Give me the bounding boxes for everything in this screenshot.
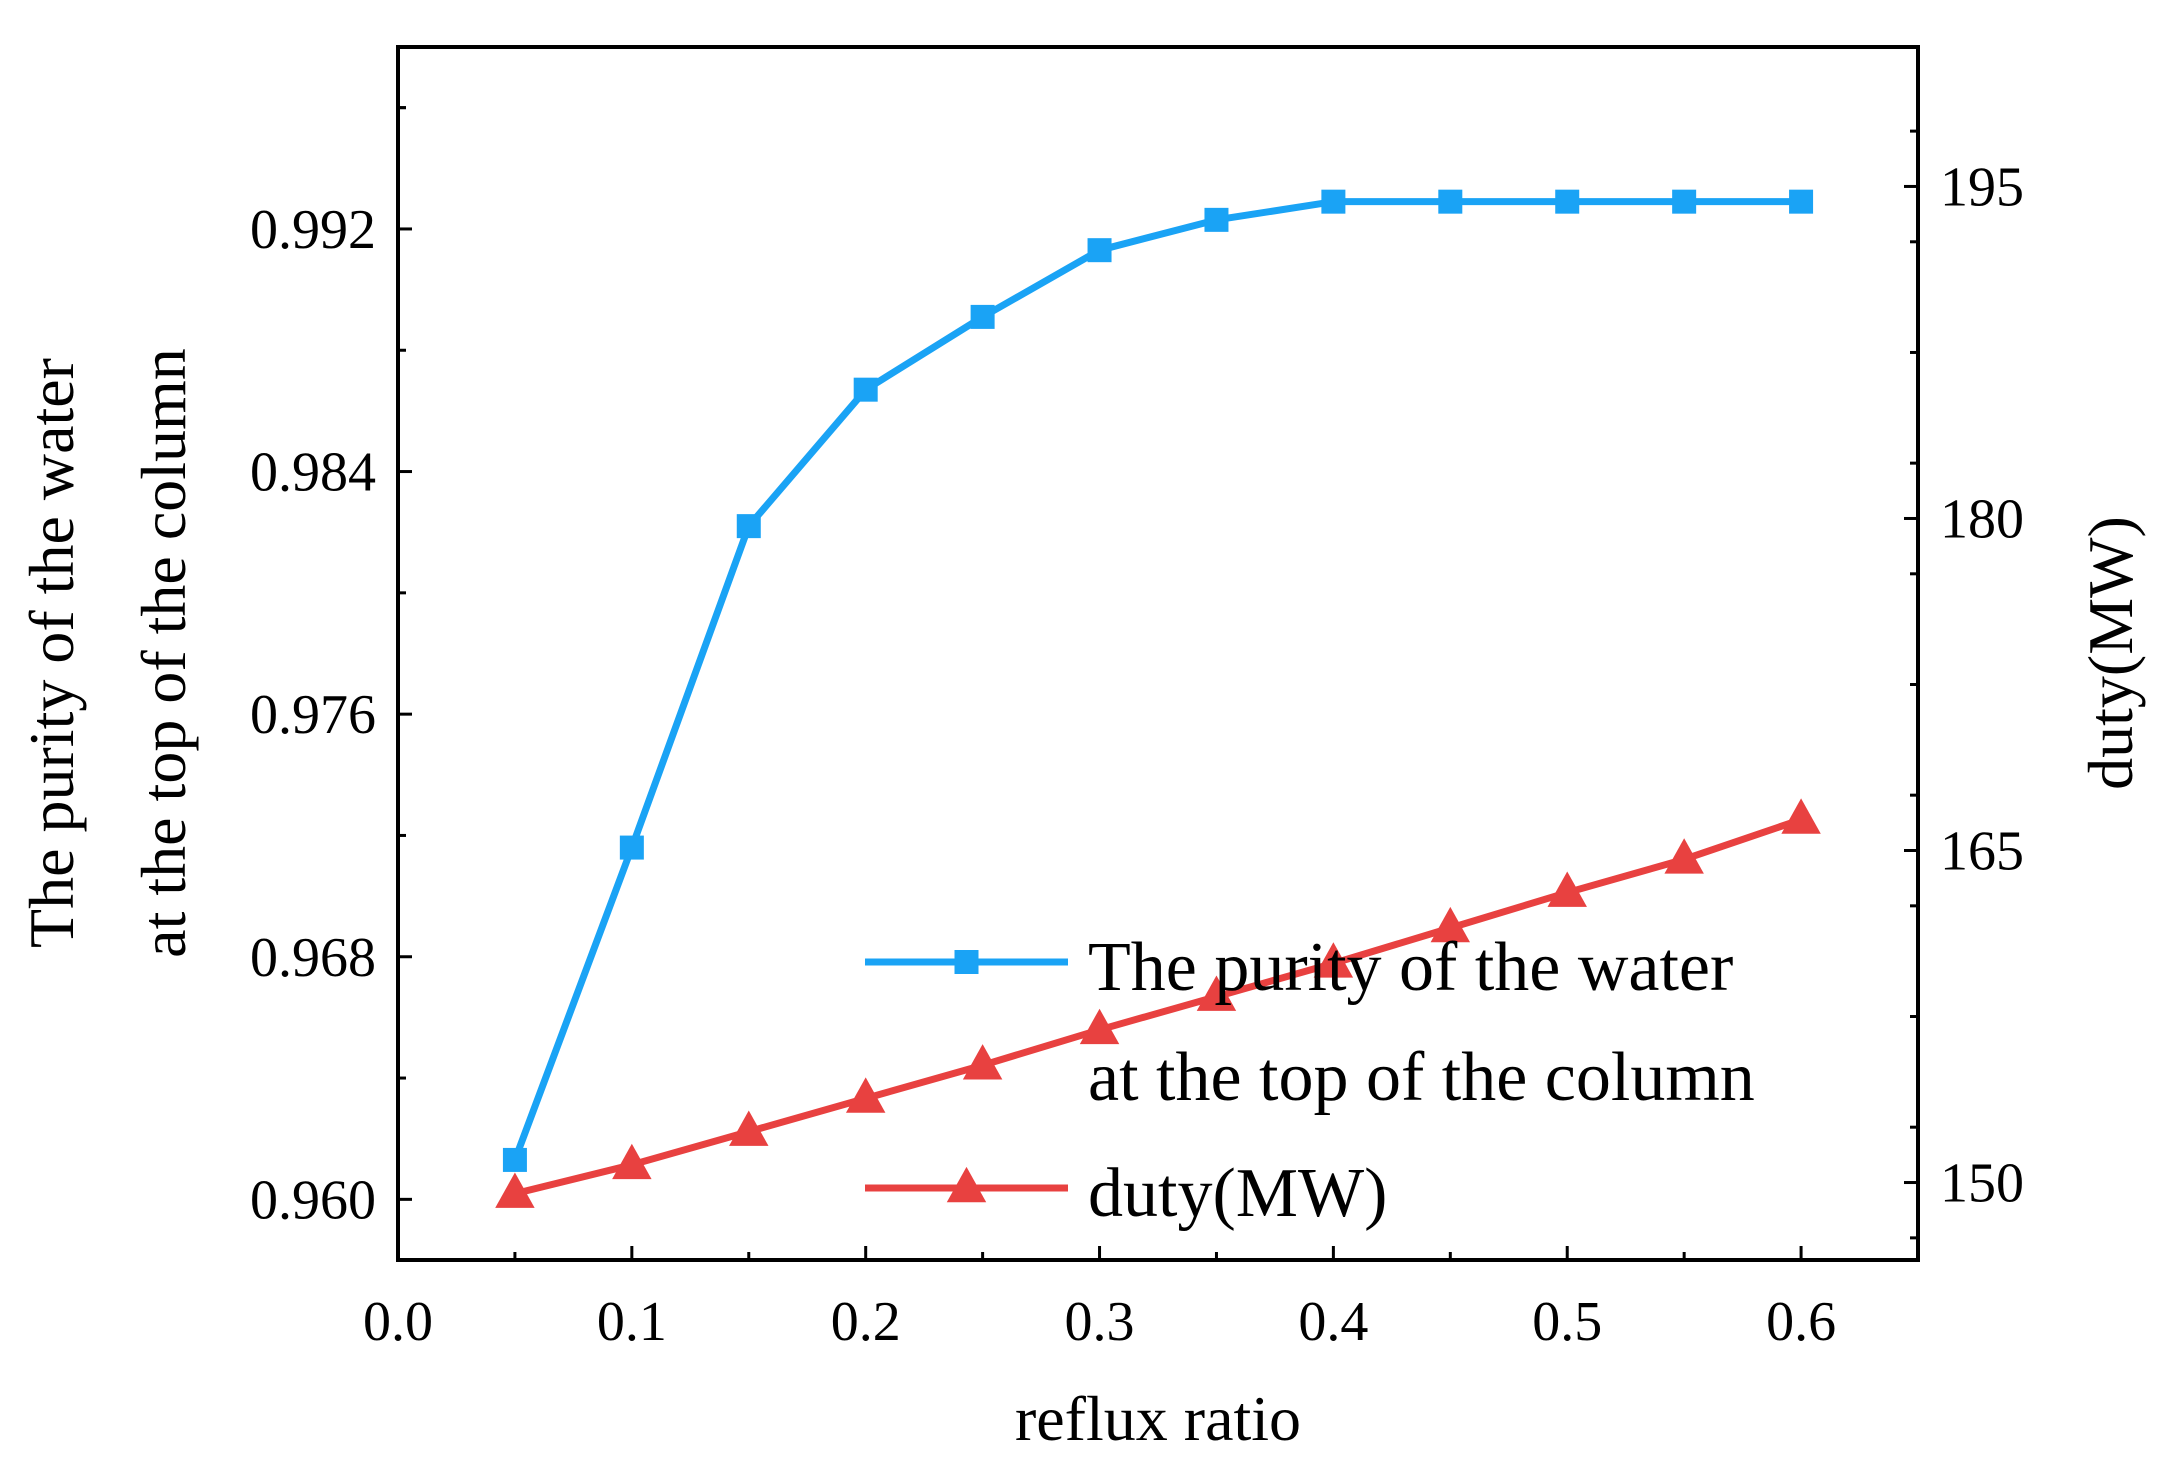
- duty-point: [1196, 975, 1237, 1011]
- purity-point: [1204, 207, 1229, 232]
- legend-label: The purity of the water: [1088, 929, 1733, 1006]
- purity-point: [1087, 238, 1112, 263]
- x-tick-label: 0.6: [1766, 1291, 1836, 1353]
- axis-ticks: [396, 106, 1918, 1260]
- legend-label: at the top of the column: [1088, 1039, 1755, 1116]
- x-tick-label: 0.2: [831, 1291, 901, 1353]
- duty-point: [1313, 942, 1354, 978]
- y-left-tick-label: 0.960: [250, 1169, 376, 1231]
- legend-marker: [954, 950, 979, 974]
- axis-titles: reflux ratio The purity of the water at …: [16, 348, 2146, 1454]
- series-purity: [502, 189, 1814, 1172]
- y-right-tick-label: 165: [1940, 821, 2024, 883]
- purity-point: [853, 377, 878, 402]
- legend-item-duty: duty(MW): [865, 1155, 1387, 1232]
- duty-point: [1781, 798, 1821, 834]
- y-right-axis-title: duty(MW): [2075, 516, 2146, 790]
- tick-labels: 0.0 0.1 0.2 0.3 0.4 0.5 0.6 0.960 0.968 0.976 0.98…: [250, 156, 2024, 1353]
- purity-point: [1438, 189, 1463, 214]
- duty-point: [495, 1172, 535, 1208]
- purity-point: [736, 514, 761, 539]
- legend-marker: [946, 1166, 987, 1203]
- y-left-axis-title-line-1: The purity of the water: [16, 358, 87, 948]
- purity-point: [970, 304, 995, 329]
- duty-point: [1430, 906, 1471, 943]
- series-line: [511, 198, 1802, 1162]
- duty-point: [1664, 838, 1704, 874]
- legend-item-purity: The purity of the water at the top of the…: [865, 929, 1755, 1116]
- y-left-tick-label: 0.968: [250, 927, 376, 989]
- x-tick-label: 0.4: [1298, 1291, 1368, 1353]
- legend-label: duty(MW): [1088, 1155, 1387, 1232]
- duty-point: [962, 1044, 1003, 1080]
- duty-point: [729, 1110, 769, 1146]
- x-tick-label: 0.5: [1532, 1291, 1602, 1353]
- y-right-tick-label: 180: [1940, 488, 2024, 550]
- y-right-tick-label: 195: [1940, 156, 2024, 218]
- plot-frame: [396, 45, 1920, 1262]
- x-axis-title: reflux ratio: [1015, 1383, 1301, 1454]
- duty-point: [1079, 1008, 1120, 1045]
- y-left-axis-title-line-2: at the top of the column: [128, 348, 199, 958]
- duty-point: [612, 1143, 652, 1180]
- x-tick-label: 0.0: [363, 1291, 433, 1353]
- purity-point: [502, 1147, 527, 1172]
- y-left-tick-label: 0.992: [250, 199, 376, 261]
- series-line: [514, 816, 1803, 1197]
- purity-point: [1321, 189, 1346, 214]
- y-right-tick-label: 150: [1940, 1153, 2024, 1215]
- purity-point: [619, 835, 644, 860]
- series-layer: [495, 189, 1821, 1208]
- series-duty: [495, 798, 1821, 1208]
- y-left-tick-label: 0.984: [250, 442, 376, 504]
- x-tick-label: 0.3: [1065, 1291, 1135, 1353]
- purity-point: [1672, 189, 1697, 214]
- x-tick-label: 0.1: [597, 1291, 667, 1353]
- y-left-tick-label: 0.976: [250, 684, 376, 746]
- legend: The purity of the water at the top of the…: [865, 929, 1755, 1232]
- duty-point: [1547, 871, 1587, 907]
- purity-point: [1789, 189, 1814, 214]
- purity-point: [1555, 189, 1580, 214]
- duty-point: [845, 1077, 886, 1113]
